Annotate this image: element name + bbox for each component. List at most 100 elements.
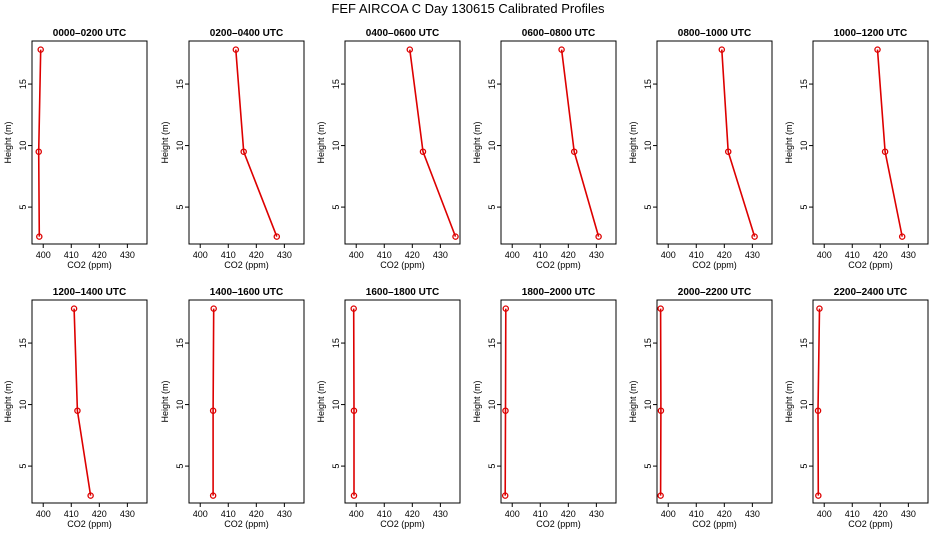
chart-panel-6: 1000–1200 UTC 400 410 420 430 5 10 15 CO2 (ppm) H… — [784, 28, 929, 270]
plot-frame — [344, 299, 461, 504]
data-point — [816, 305, 823, 312]
plot-frame — [656, 40, 773, 245]
y-tick-label: 5 — [331, 464, 341, 469]
x-axis-label: CO2 (ppm) — [380, 260, 425, 270]
y-tick-label: 10 — [175, 141, 185, 151]
y-axis-label: Height (m) — [316, 121, 326, 163]
data-point — [718, 46, 726, 53]
chart-panel-2: 0200–0400 UTC 400 410 420 430 5 10 15 CO2 (ppm) H… — [160, 28, 305, 270]
y-axis-label: Height (m) — [472, 121, 482, 163]
plot-frame — [31, 40, 148, 245]
x-tick-label: 430 — [433, 509, 448, 519]
x-tick-label: 420 — [873, 509, 888, 519]
profile-line — [504, 308, 507, 496]
panel-title: 1000–1200 UTC — [834, 28, 907, 39]
profile-line — [212, 308, 215, 496]
y-axis-label: Height (m) — [784, 121, 794, 163]
x-tick-label: 420 — [561, 509, 576, 519]
x-tick-label: 420 — [92, 250, 107, 260]
data-point — [70, 305, 78, 312]
chart-panel-5: 0800–1000 UTC 400 410 420 430 5 10 15 CO2 (ppm) H… — [628, 28, 773, 270]
data-point — [350, 492, 358, 499]
x-tick-label: 400 — [817, 250, 832, 260]
data-point — [209, 492, 217, 499]
data-point — [35, 148, 42, 155]
y-tick-label: 10 — [18, 141, 28, 151]
y-tick-label: 15 — [799, 79, 809, 89]
y-axis-label: Height (m) — [628, 380, 638, 422]
data-point — [814, 407, 822, 414]
x-tick-label: 410 — [689, 509, 704, 519]
chart-panel-9: 1600–1800 UTC 400 410 420 430 5 10 15 CO2 (ppm) H… — [316, 287, 461, 529]
plot-frame — [812, 299, 929, 504]
x-tick-label: 430 — [277, 250, 292, 260]
y-tick-label: 5 — [799, 464, 809, 469]
y-tick-label: 15 — [175, 338, 185, 348]
y-axis-label: Height (m) — [628, 121, 638, 163]
x-tick-label: 430 — [120, 250, 135, 260]
y-tick-label: 15 — [18, 338, 28, 348]
x-tick-label: 400 — [349, 250, 364, 260]
x-tick-label: 410 — [221, 509, 236, 519]
plot-frame — [31, 299, 148, 504]
y-tick-label: 15 — [799, 338, 809, 348]
y-tick-label: 5 — [799, 205, 809, 210]
x-tick-label: 430 — [901, 250, 916, 260]
y-axis-label: Height (m) — [316, 380, 326, 422]
y-tick-label: 15 — [487, 79, 497, 89]
chart-panel-1: 0000–0200 UTC 400 410 420 430 5 10 15 CO2 (ppm) H… — [3, 28, 148, 270]
panel-title: 0800–1000 UTC — [678, 28, 751, 39]
data-point — [210, 305, 217, 312]
y-tick-label: 10 — [643, 141, 653, 151]
x-axis-label: CO2 (ppm) — [67, 260, 112, 270]
x-tick-label: 400 — [817, 509, 832, 519]
x-tick-label: 430 — [120, 509, 135, 519]
panel-title: 1600–1800 UTC — [366, 287, 439, 298]
chart-panel-8: 1400–1600 UTC 400 410 420 430 5 10 15 CO2 (ppm) H… — [160, 287, 305, 529]
x-tick-label: 420 — [249, 250, 264, 260]
y-axis-label: Height (m) — [160, 121, 170, 163]
data-point — [240, 148, 247, 155]
profile-line — [817, 308, 821, 496]
panel-title: 1400–1600 UTC — [210, 287, 283, 298]
plot-frame — [188, 40, 305, 245]
y-axis-label: Height (m) — [160, 380, 170, 422]
x-tick-label: 410 — [377, 509, 392, 519]
data-point — [350, 407, 358, 414]
x-tick-label: 400 — [36, 509, 51, 519]
data-point — [751, 233, 758, 240]
data-point — [558, 46, 565, 53]
y-tick-label: 10 — [643, 400, 653, 410]
y-tick-label: 15 — [643, 79, 653, 89]
x-tick-label: 400 — [505, 509, 520, 519]
data-point — [74, 407, 81, 414]
x-tick-label: 410 — [533, 250, 548, 260]
x-tick-label: 400 — [36, 250, 51, 260]
data-point — [273, 233, 281, 240]
data-point — [724, 148, 732, 155]
y-axis-label: Height (m) — [784, 380, 794, 422]
y-tick-label: 15 — [175, 79, 185, 89]
x-tick-label: 420 — [405, 509, 420, 519]
data-point — [874, 46, 881, 53]
data-point — [87, 492, 94, 499]
data-point — [209, 407, 217, 414]
x-tick-label: 410 — [64, 509, 79, 519]
data-point — [570, 148, 578, 155]
panel-title: 1800–2000 UTC — [522, 287, 595, 298]
y-tick-label: 10 — [331, 400, 341, 410]
y-axis-label: Height (m) — [472, 380, 482, 422]
panel-title: 2200–2400 UTC — [834, 287, 907, 298]
y-tick-label: 10 — [799, 141, 809, 151]
panel-title: 0400–0600 UTC — [366, 28, 439, 39]
chart-panel-10: 1800–2000 UTC 400 410 420 430 5 10 15 CO2 (ppm) H… — [472, 287, 617, 529]
x-axis-label: CO2 (ppm) — [692, 519, 737, 529]
profile-line — [876, 49, 903, 237]
chart-panel-7: 1200–1400 UTC 400 410 420 430 5 10 15 CO2 (ppm) H… — [3, 287, 148, 529]
x-tick-label: 400 — [193, 250, 208, 260]
data-point — [657, 407, 665, 414]
y-tick-label: 5 — [331, 205, 341, 210]
y-tick-label: 10 — [487, 141, 497, 151]
y-tick-label: 5 — [487, 464, 497, 469]
